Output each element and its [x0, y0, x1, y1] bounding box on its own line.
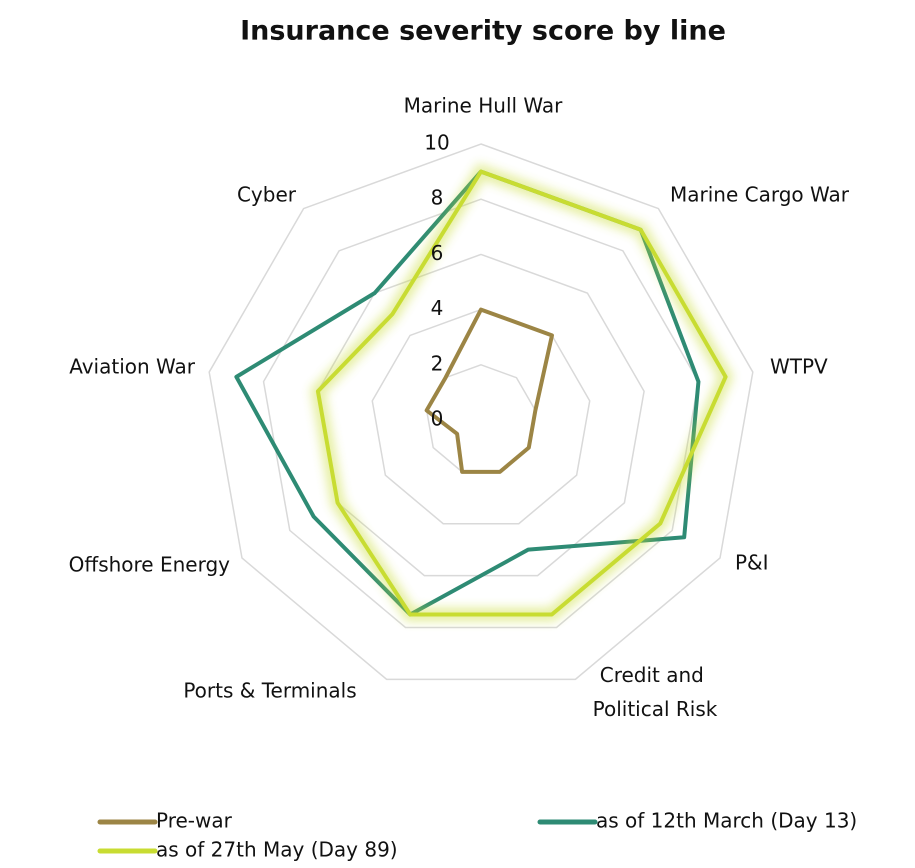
chart-title: Insurance severity score by line — [240, 16, 726, 47]
category-label: Ports & Terminals — [183, 679, 356, 703]
category-label: Cyber — [237, 183, 297, 207]
label-line: Political Risk — [593, 697, 718, 721]
grid-ring — [317, 253, 645, 577]
legend-label: as of 27th May (Day 89) — [156, 838, 398, 862]
y-tick-label: 8 — [431, 186, 444, 210]
label-line: Credit and — [600, 663, 711, 687]
grid-ring — [371, 308, 591, 525]
y-tick-label: 10 — [424, 131, 449, 155]
y-tick-label: 0 — [431, 407, 444, 431]
grid-ring — [262, 198, 700, 629]
y-tick-label: 6 — [431, 241, 444, 265]
category-label: Offshore Energy — [69, 553, 230, 577]
legend-label: Pre-war — [156, 809, 233, 833]
grid-ring — [208, 143, 754, 681]
series-line — [234, 169, 701, 617]
y-tick-label: 2 — [431, 351, 444, 375]
category-label: Marine Hull War — [404, 94, 564, 118]
legend-label: as of 12th March (Day 13) — [596, 809, 857, 833]
series-line — [424, 307, 554, 474]
series-glow — [310, 163, 734, 622]
series-line — [315, 169, 728, 617]
category-label: P&I — [735, 551, 769, 575]
category-label: Marine Cargo War — [670, 183, 850, 207]
category-label: Aviation War — [69, 355, 196, 379]
y-tick-label: 4 — [431, 296, 444, 320]
category-label: WTPV — [770, 355, 828, 379]
category-label: Credit and Political Risk — [593, 663, 718, 721]
